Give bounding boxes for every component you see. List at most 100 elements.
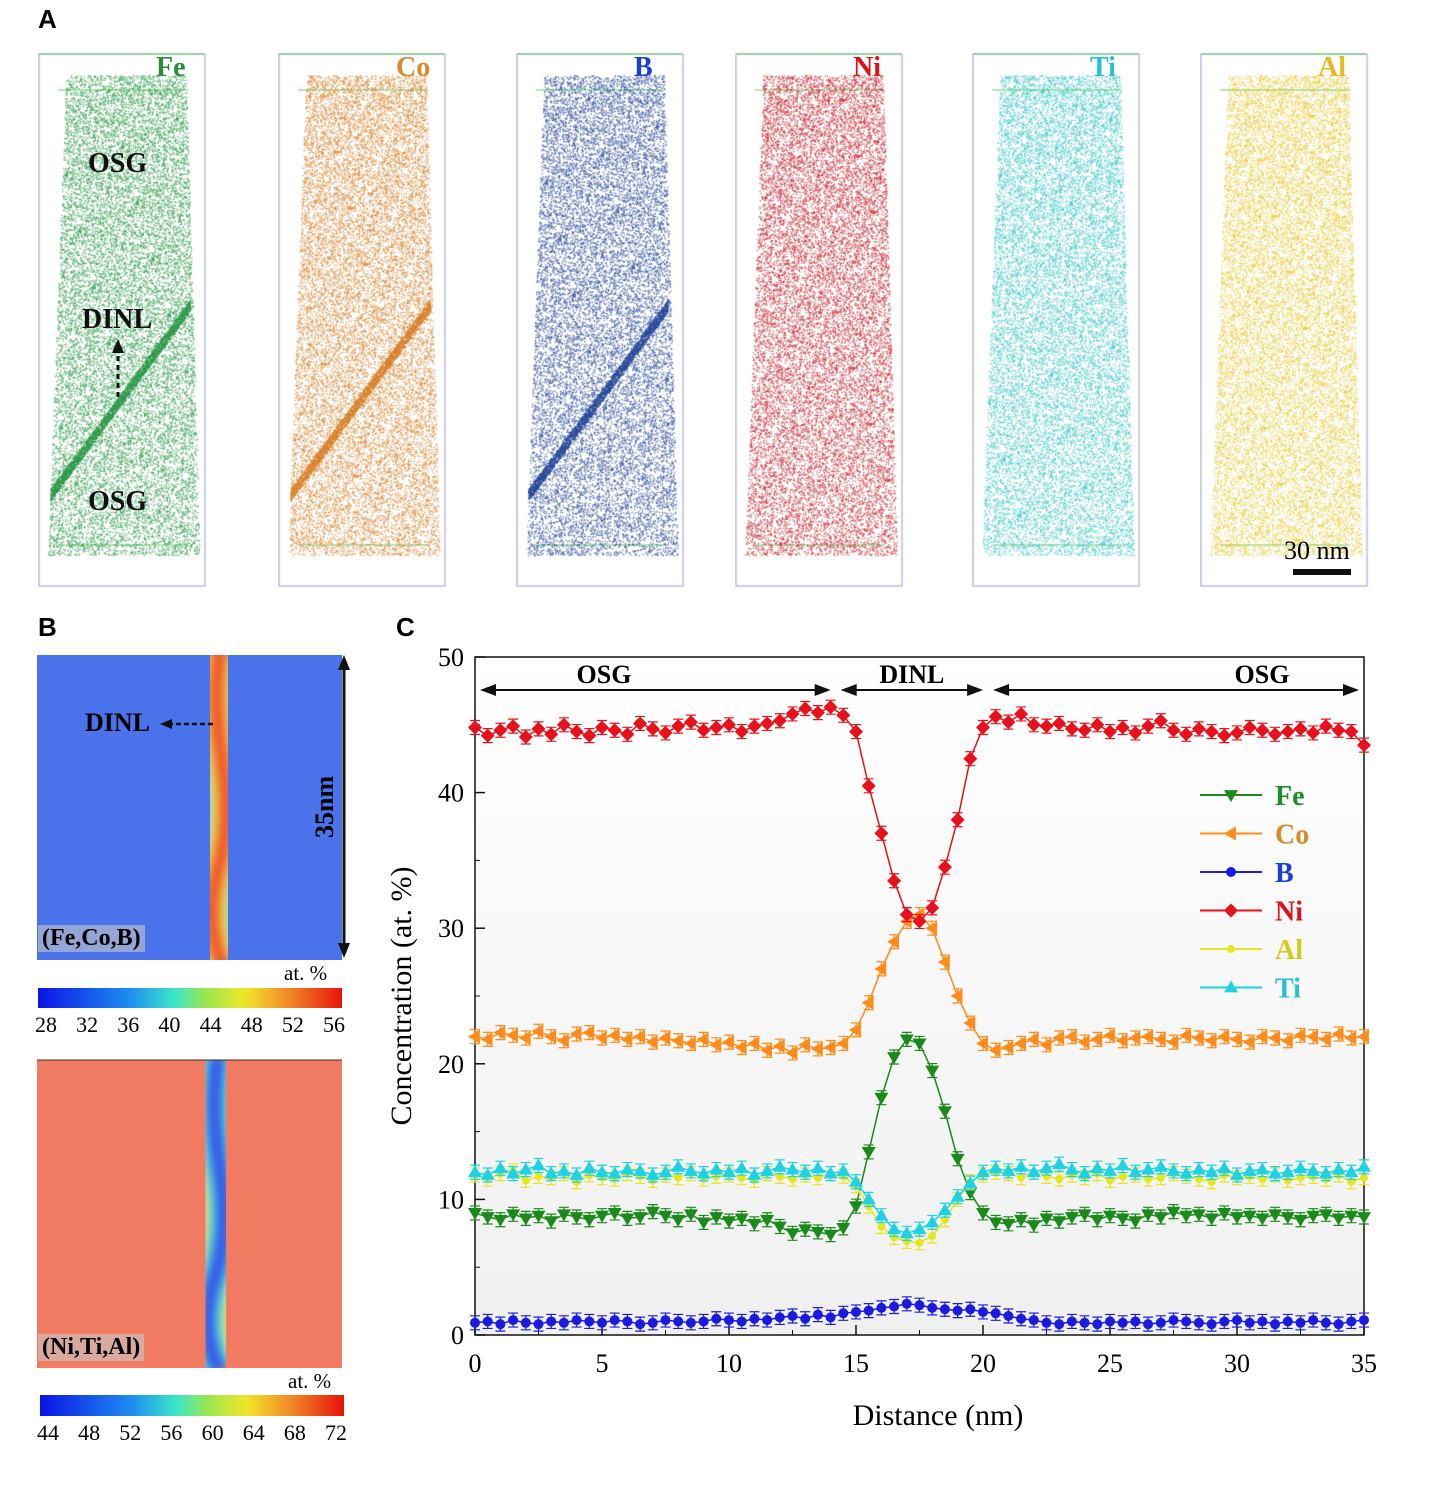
data-point xyxy=(887,934,899,949)
data-point xyxy=(1318,1032,1331,1047)
data-point xyxy=(902,1237,911,1246)
data-point xyxy=(1293,1161,1308,1174)
data-point xyxy=(544,727,559,742)
data-point xyxy=(1179,1028,1192,1043)
data-point xyxy=(836,708,851,723)
data-point xyxy=(1128,1031,1141,1046)
data-point xyxy=(531,1210,546,1223)
tip-fe xyxy=(38,50,208,590)
data-point xyxy=(1039,1161,1054,1174)
data-point xyxy=(685,1317,696,1328)
data-point xyxy=(696,1032,709,1047)
data-point xyxy=(1204,1165,1219,1178)
data-point xyxy=(556,1033,569,1048)
x-tick-label: 35 xyxy=(1351,1349,1377,1378)
data-point xyxy=(912,1222,927,1235)
colorbar-tick: 48 xyxy=(240,1012,263,1037)
data-point xyxy=(711,1313,722,1324)
colorbar-tick: 32 xyxy=(76,1012,99,1037)
data-point xyxy=(1026,717,1041,732)
data-point xyxy=(1280,1212,1295,1225)
data-point xyxy=(696,723,711,738)
data-point xyxy=(1064,721,1079,736)
data-point xyxy=(734,1213,749,1226)
data-point xyxy=(1295,1317,1306,1328)
data-point xyxy=(582,1161,597,1174)
tip-ni xyxy=(735,50,905,590)
data-point xyxy=(1293,1028,1306,1043)
data-point xyxy=(1090,1161,1105,1174)
data-point xyxy=(633,1029,645,1044)
data-point xyxy=(671,719,686,734)
x-tick-label: 10 xyxy=(716,1349,742,1378)
data-point xyxy=(1143,1319,1154,1330)
data-point xyxy=(1064,1212,1079,1225)
legend-item-b: B xyxy=(1200,858,1294,889)
data-point xyxy=(798,1165,813,1178)
data-point xyxy=(952,1305,963,1316)
data-point xyxy=(1014,1214,1029,1227)
arrowhead-left-icon xyxy=(480,684,496,696)
data-point xyxy=(582,1214,597,1227)
data-point xyxy=(1306,1210,1321,1223)
data-point xyxy=(1077,1166,1092,1179)
data-point xyxy=(798,701,813,716)
panel-c-label: C xyxy=(396,612,415,642)
data-point xyxy=(1141,1029,1153,1044)
data-point xyxy=(1217,728,1232,743)
data-point xyxy=(734,1161,749,1174)
data-point xyxy=(1255,723,1270,738)
data-point xyxy=(531,1024,544,1039)
data-point xyxy=(1280,1165,1295,1178)
data-point xyxy=(747,1036,760,1051)
data-point xyxy=(978,1306,988,1317)
data-point xyxy=(734,724,749,739)
data-point xyxy=(724,1315,734,1326)
data-point xyxy=(506,719,521,734)
data-point xyxy=(1014,706,1029,721)
panel-b-label: B xyxy=(38,612,57,642)
data-point xyxy=(1153,713,1168,728)
data-point xyxy=(1003,1311,1014,1322)
data-point xyxy=(1092,1319,1103,1330)
data-point xyxy=(836,1163,851,1176)
data-point xyxy=(620,727,635,742)
data-point xyxy=(521,1176,530,1185)
y-tick-label: 30 xyxy=(438,914,464,943)
data-point xyxy=(722,1216,736,1229)
data-point xyxy=(683,1163,698,1176)
data-point xyxy=(1204,1213,1219,1226)
data-point xyxy=(1191,1031,1204,1046)
data-point xyxy=(899,1226,914,1239)
series-ti xyxy=(468,1156,1371,1241)
data-point xyxy=(1055,1175,1064,1184)
data-point xyxy=(722,1035,734,1050)
data-point xyxy=(709,720,724,735)
data-point xyxy=(1191,1162,1206,1175)
arrowhead-left-icon xyxy=(840,684,857,696)
data-point xyxy=(914,1300,925,1311)
data-point xyxy=(1318,1166,1333,1179)
data-point xyxy=(533,1319,544,1330)
data-point xyxy=(976,1036,988,1051)
data-point xyxy=(1230,725,1244,740)
data-point xyxy=(1014,1036,1026,1051)
x-tick-label: 30 xyxy=(1224,1349,1250,1378)
data-point xyxy=(1103,1210,1117,1223)
region-label: OSG xyxy=(1235,660,1290,689)
legend-marker-icon xyxy=(1227,945,1235,953)
data-point xyxy=(838,1308,849,1319)
y-tick-label: 20 xyxy=(438,1050,464,1079)
data-point xyxy=(1039,1037,1052,1052)
data-point xyxy=(1001,1218,1016,1231)
data-point xyxy=(1333,1319,1344,1330)
data-point xyxy=(861,1147,876,1159)
data-point xyxy=(1357,1029,1369,1044)
data-point xyxy=(468,1029,480,1044)
data-point xyxy=(645,1035,658,1050)
colorbar-1 xyxy=(38,988,342,1008)
data-point xyxy=(874,826,889,841)
data-point xyxy=(772,1039,785,1054)
data-point xyxy=(887,1222,902,1235)
data-point xyxy=(1166,1163,1181,1176)
